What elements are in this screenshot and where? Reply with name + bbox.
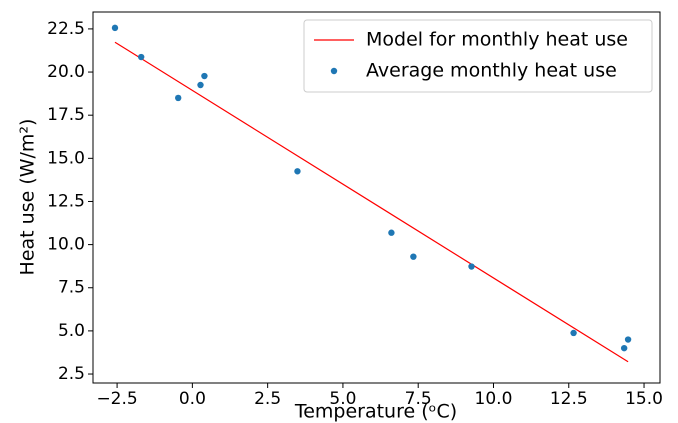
y-axis-label: Heat use (W/m²) xyxy=(17,119,39,276)
data-point xyxy=(294,168,301,175)
data-point xyxy=(620,344,628,352)
x-tick-label: 7.5 xyxy=(405,389,432,409)
data-point xyxy=(410,253,417,260)
plot-frame xyxy=(92,11,661,384)
legend-swatch xyxy=(330,67,338,75)
data-point xyxy=(624,336,632,343)
y-tick-label: 12.5 xyxy=(47,191,85,211)
data-point xyxy=(197,81,204,89)
y-tick-label: 10.0 xyxy=(47,235,85,255)
x-tick-label: −2.5 xyxy=(96,389,137,409)
y-tick-label: 17.5 xyxy=(47,105,85,125)
data-point xyxy=(175,94,182,102)
x-tick-label: 12.5 xyxy=(550,389,588,409)
y-tick-label: 7.5 xyxy=(58,278,85,298)
model-line xyxy=(114,41,629,363)
x-tick-label: 5.0 xyxy=(329,389,356,409)
x-tick-label: 10.0 xyxy=(475,389,513,409)
y-tick-label: 2.5 xyxy=(58,364,85,384)
data-point xyxy=(570,329,577,337)
data-point xyxy=(111,24,119,32)
data-point xyxy=(201,72,208,80)
x-tick-label: 2.5 xyxy=(254,389,281,409)
data-point xyxy=(388,229,395,236)
legend-box xyxy=(303,19,653,93)
x-axis-label: Temperature (ᵒC) xyxy=(294,401,457,423)
y-tick-label: 15.0 xyxy=(47,148,85,168)
y-tick-label: 5.0 xyxy=(58,321,85,341)
x-tick-label: 0.0 xyxy=(179,389,206,409)
legend-label: Average monthly heat use xyxy=(366,60,617,82)
data-point xyxy=(468,263,475,270)
data-point xyxy=(137,53,145,61)
legend-label: Model for monthly heat use xyxy=(366,29,628,51)
x-tick-label: 15.0 xyxy=(625,389,663,409)
y-tick-label: 22.5 xyxy=(47,19,85,39)
y-tick-label: 20.0 xyxy=(47,62,85,82)
